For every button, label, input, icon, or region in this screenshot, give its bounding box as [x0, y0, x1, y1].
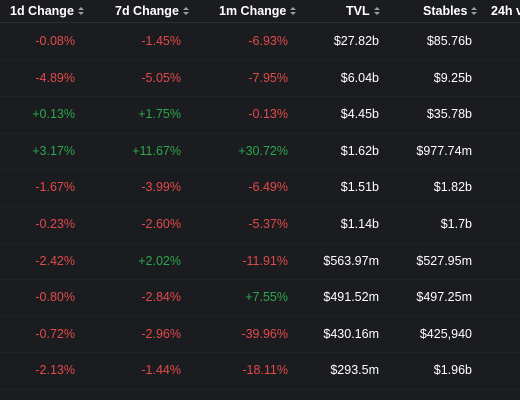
tvl-value: $6.04b	[340, 70, 379, 85]
tvl-value: $1.51b	[340, 180, 379, 195]
column-header-tvl[interactable]: TVL	[346, 4, 380, 18]
table-row[interactable]: -2.13% -1.44% -18.11% $293.5m $1.96b	[0, 352, 520, 390]
tvl-value: $4.45b	[340, 107, 379, 122]
change-7d: -2.84%	[141, 290, 181, 305]
tvl-value: $27.82b	[333, 34, 379, 48]
sort-icon[interactable]	[77, 7, 84, 15]
stables-value: $1.7b	[440, 217, 472, 231]
stables-value: $85.76b	[426, 34, 472, 48]
change-1d: -2.42%	[35, 253, 75, 268]
column-header-label: 1d Change	[10, 4, 74, 18]
change-1d: +0.13%	[32, 107, 75, 122]
change-7d: +1.75%	[138, 107, 181, 122]
change-1m: -0.13%	[248, 107, 288, 122]
column-header-1d-change[interactable]: 1d Change	[10, 4, 84, 18]
table-row[interactable]: -0.08% -1.45% -6.93% $27.82b $85.76b	[0, 23, 520, 61]
table-row[interactable]: -2.42% +2.02% -11.91% $563.97m $527.95m	[0, 243, 520, 281]
tvl-value: $563.97m	[323, 253, 379, 268]
stables-value: $425,940	[419, 326, 472, 341]
table-row[interactable]: -0.23% -2.60% -5.37% $1.14b $1.7b	[0, 206, 520, 244]
column-header-24h-volume[interactable]: 24h v	[491, 4, 520, 18]
column-header-label: Stables	[423, 4, 468, 18]
change-1m: -7.95%	[248, 70, 288, 85]
stables-value: $1.82b	[433, 180, 472, 195]
change-1d: -0.23%	[35, 217, 75, 231]
change-1m: -39.96%	[241, 326, 288, 341]
tvl-value: $491.52m	[323, 290, 379, 305]
change-7d: -1.44%	[141, 363, 181, 378]
change-1m: -11.91%	[242, 253, 288, 268]
change-7d: -2.96%	[141, 326, 181, 341]
change-1d: -0.08%	[35, 34, 75, 48]
table-row[interactable]: -0.72% -2.96% -39.96% $430.16m $425,940	[0, 316, 520, 354]
tvl-value: $1.14b	[340, 217, 379, 231]
change-7d: -3.99%	[141, 180, 181, 195]
stables-value: $1.96b	[433, 363, 472, 378]
change-1m: -6.49%	[248, 180, 288, 195]
change-1m: -18.11%	[242, 363, 288, 378]
stables-value: $9.25b	[433, 70, 472, 85]
column-header-label: TVL	[346, 4, 370, 18]
stables-value: $977.74m	[416, 143, 472, 158]
sort-icon[interactable]	[290, 7, 297, 15]
column-header-stables[interactable]: Stables	[423, 4, 478, 18]
column-header-label: 1m Change	[219, 4, 287, 18]
change-1d: -0.72%	[35, 326, 75, 341]
column-header-label: 24h v	[491, 4, 520, 18]
table-header: 1d Change 7d Change 1m Change TVL Stable…	[0, 0, 520, 23]
change-7d: -1.45%	[141, 34, 181, 48]
table-row[interactable]: +0.13% +1.75% -0.13% $4.45b $35.78b	[0, 96, 520, 134]
change-1d: -1.67%	[35, 180, 75, 195]
table-row[interactable]: +3.17% +11.67% +30.72% $1.62b $977.74m	[0, 133, 520, 171]
stables-value: $527.95m	[416, 253, 472, 268]
change-1d: -0.80%	[35, 290, 75, 305]
tvl-value: $293.5m	[330, 363, 379, 378]
table-row[interactable]: -4.89% -5.05% -7.95% $6.04b $9.25b	[0, 60, 520, 98]
change-7d: +11.67%	[132, 143, 181, 158]
sort-icon[interactable]	[471, 7, 478, 15]
change-1m: -5.37%	[248, 217, 288, 231]
table-row[interactable]: -0.80% -2.84% +7.55% $491.52m $497.25m	[0, 279, 520, 317]
change-7d: -5.05%	[141, 70, 181, 85]
change-1d: -4.89%	[35, 70, 75, 85]
change-7d: -2.60%	[141, 217, 181, 231]
change-1m: +30.72%	[238, 143, 288, 158]
change-1m: +7.55%	[245, 290, 288, 305]
stables-value: $497.25m	[416, 290, 472, 305]
tvl-value: $430.16m	[323, 326, 379, 341]
change-1d: -2.13%	[35, 363, 75, 378]
sort-icon[interactable]	[373, 7, 380, 15]
tvl-value: $1.62b	[340, 143, 379, 158]
stables-value: $35.78b	[426, 107, 472, 122]
sort-icon[interactable]	[182, 7, 189, 15]
change-1d: +3.17%	[32, 143, 75, 158]
change-7d: +2.02%	[138, 253, 181, 268]
column-header-label: 7d Change	[115, 4, 179, 18]
column-header-1m-change[interactable]: 1m Change	[219, 4, 297, 18]
change-1m: -6.93%	[248, 34, 288, 48]
table-row[interactable]: -1.67% -3.99% -6.49% $1.51b $1.82b	[0, 169, 520, 207]
column-header-7d-change[interactable]: 7d Change	[115, 4, 189, 18]
